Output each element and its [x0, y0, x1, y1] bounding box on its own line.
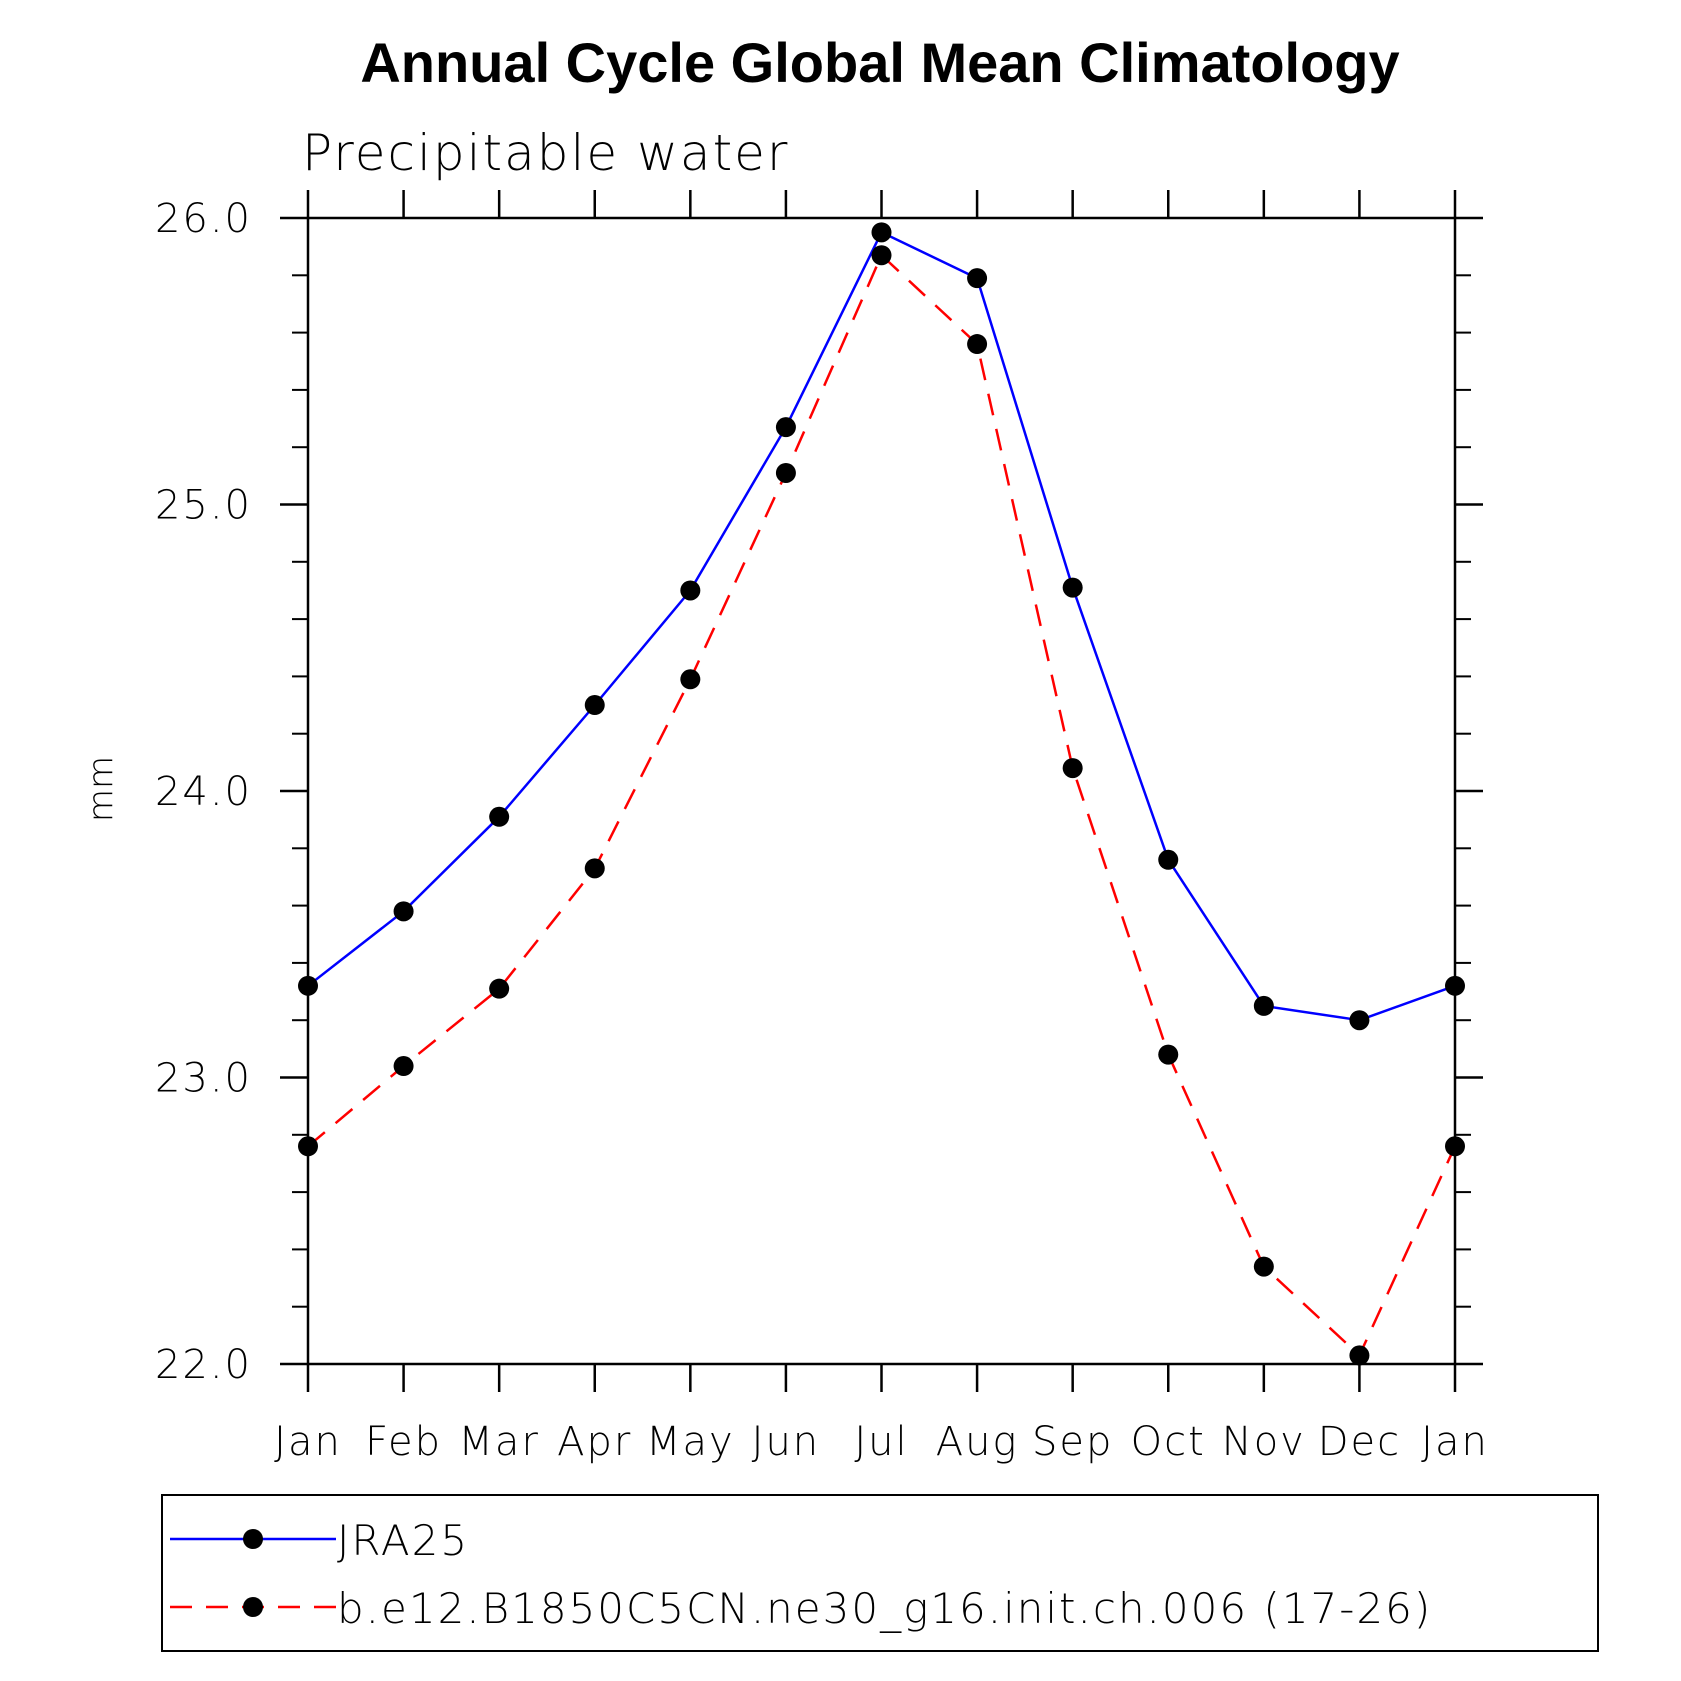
- x-tick-label: Aug: [936, 1419, 1019, 1465]
- chart-title: Annual Cycle Global Mean Climatology: [360, 31, 1399, 94]
- y-tick-label: 25.0: [155, 483, 252, 529]
- x-tick-label: Jan: [274, 1419, 342, 1465]
- data-point-jra25: [1158, 849, 1179, 870]
- data-point-jra25: [584, 695, 605, 716]
- data-point-jra25: [871, 222, 892, 243]
- data-point-model: [1253, 1256, 1274, 1277]
- data-point-model: [967, 334, 988, 355]
- series-layer: [298, 222, 1465, 1366]
- y-tick-label: 22.0: [155, 1342, 252, 1388]
- x-tick-label: May: [646, 1419, 735, 1465]
- data-point-jra25: [775, 417, 796, 438]
- data-point-jra25: [967, 268, 988, 289]
- data-point-jra25: [489, 806, 510, 827]
- data-point-model: [393, 1056, 414, 1077]
- legend-frame: [161, 1494, 1599, 1652]
- series-line-jra25: [307, 231, 1456, 1022]
- data-point-model: [489, 978, 510, 999]
- data-point-jra25: [1349, 1010, 1370, 1031]
- data-point-model: [1062, 758, 1083, 779]
- y-axis-label: mm: [81, 756, 121, 822]
- x-tick-label: Apr: [557, 1419, 632, 1465]
- chart-subtitle: Precipitable water: [302, 124, 790, 182]
- axis-ticks: [280, 190, 1483, 1392]
- data-point-jra25: [393, 901, 414, 922]
- data-point-model: [680, 669, 701, 690]
- data-point-jra25: [1253, 995, 1274, 1016]
- legend-marker-jra25: [243, 1529, 263, 1549]
- data-point-jra25: [1062, 577, 1083, 598]
- y-tick-label: 24.0: [155, 769, 252, 815]
- x-tick-label: Mar: [458, 1419, 539, 1465]
- x-tick-label: Jan: [1421, 1419, 1489, 1465]
- y-tick-label: 26.0: [155, 196, 252, 242]
- x-tick-label: Dec: [1318, 1419, 1401, 1465]
- x-tick-label: Sep: [1032, 1419, 1113, 1465]
- data-point-model: [584, 858, 605, 879]
- tick-labels: Jan Feb Mar Apr May Jun Jul Aug Sep Oct Nov Dec Jan 2…: [155, 196, 1489, 1465]
- data-point-model: [775, 462, 796, 483]
- data-point-model: [1349, 1345, 1370, 1366]
- legend-label-model: b.e12.B1850C5CN.ne30_g16.init.ch.006 (17…: [337, 1584, 1432, 1633]
- x-tick-label: Oct: [1131, 1419, 1206, 1465]
- legend-marker-model: [243, 1597, 263, 1617]
- x-tick-label: Jun: [752, 1419, 821, 1465]
- legend-label-jra25: JRA25: [337, 1516, 469, 1565]
- y-tick-label: 23.0: [155, 1056, 252, 1102]
- x-tick-label: Nov: [1222, 1419, 1306, 1465]
- data-point-jra25: [680, 580, 701, 601]
- x-tick-label: Feb: [365, 1419, 442, 1465]
- data-point-model: [1158, 1044, 1179, 1065]
- legend: JRA25 b.e12.B1850C5CN.ne30_g16.init.ch.0…: [161, 1494, 1599, 1652]
- plot-frame: [306, 216, 1457, 1366]
- series-line-model: [307, 253, 1457, 1357]
- x-tick-label: Jul: [854, 1419, 908, 1465]
- data-point-model: [871, 245, 892, 266]
